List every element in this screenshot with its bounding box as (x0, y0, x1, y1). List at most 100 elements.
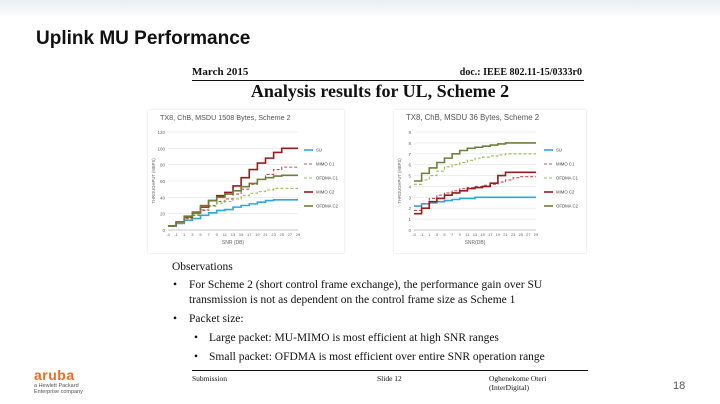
x-tick-label: 11 (223, 232, 228, 237)
y-tick-label: 120 (157, 130, 165, 135)
top-banner (0, 0, 720, 18)
slide-title: Uplink MU Performance (36, 28, 251, 49)
legend-label: MIMO C1 (316, 162, 335, 167)
x-tick-label: 15 (239, 232, 244, 237)
legend-label: MIMO C1 (556, 162, 575, 167)
legend-label: OFDMA C1 (316, 176, 339, 181)
y-tick-label: 2 (408, 206, 411, 211)
bullet-text: Packet size: (189, 313, 244, 325)
aruba-logo: aruba a Hewlett Packard Enterprise compa… (34, 368, 98, 400)
x-tick-label: 17 (247, 232, 252, 237)
x-tick-label: 27 (288, 232, 293, 237)
x-tick-label: 9 (459, 232, 462, 237)
y-tick-label: 6 (408, 163, 411, 168)
x-tick-label: -1 (420, 232, 424, 237)
x-tick-label: 27 (526, 232, 531, 237)
y-tick-label: 3 (408, 195, 411, 200)
legend-label: OFDMA C2 (556, 204, 579, 209)
chart-large-packet: TX8, ChB, MSDU 1508 Bytes, Scheme 2 0 20 40… (148, 110, 344, 253)
embedded-document-page: March 2015 doc.: IEEE 802.11-15/0333r0 A… (148, 63, 588, 363)
x-tick-label: 23 (271, 232, 276, 237)
footer-rule (192, 370, 588, 371)
bullet-icon: • (194, 351, 199, 363)
sub-bullet-item: • Small packet: OFDMA is most efficient o… (172, 350, 602, 365)
header-rule (192, 80, 584, 81)
bullet-icon: • (194, 332, 199, 344)
series-line-ofdma-c2 (168, 174, 298, 227)
bullet-item: • For Scheme 2 (short control frame excha… (172, 278, 602, 308)
sub-bullet-text: Large packet: MU-MIMO is most efficient … (209, 332, 499, 344)
x-tick-label: -3 (412, 232, 416, 237)
x-tick-label: -3 (166, 232, 170, 237)
bullet-item: • Packet size: (172, 312, 602, 327)
y-tick-label: 0 (162, 228, 165, 233)
y-tick-label: 5 (408, 174, 411, 179)
series-line-ofdma-c1 (168, 187, 298, 227)
legend-label: MIMO C2 (316, 190, 335, 195)
y-tick-label: 80 (160, 163, 166, 168)
bullet-text: For Scheme 2 (short control frame exchan… (189, 279, 543, 306)
y-tick-label: 4 (408, 184, 411, 189)
series-line-mimo-c2 (414, 171, 536, 215)
x-tick-label: 1 (183, 232, 186, 237)
legend-label: OFDMA C1 (556, 176, 579, 181)
x-tick-label: 19 (496, 232, 501, 237)
x-tick-label: 3 (191, 232, 194, 237)
x-tick-label: 29 (534, 232, 539, 237)
x-tick-label: 7 (208, 232, 211, 237)
logo-tagline-2: Enterprise company (34, 389, 83, 395)
y-tick-label: 60 (160, 179, 166, 184)
series-line-ofdma-c1 (414, 153, 536, 185)
y-axis-label: THROUGHPUT (MBPS) (397, 158, 402, 204)
series-line-su (168, 198, 298, 227)
logo-wordmark: aruba (34, 367, 75, 383)
y-axis-label: THROUGHPUT (MBPS) (151, 158, 156, 204)
sub-bullet-item: • Large packet: MU-MIMO is most efficient… (172, 331, 602, 346)
chart-small-packet-svg: TX8, ChB, MSDU 36 Bytes, Scheme 20123456… (397, 113, 579, 246)
bullet-icon: • (173, 313, 178, 325)
x-tick-label: -1 (174, 232, 178, 237)
x-tick-label: 23 (511, 232, 516, 237)
x-axis-label: SNR(DB) (465, 240, 486, 246)
x-tick-label: 15 (480, 232, 485, 237)
logo-tagline-1: a Hewlett Packard (34, 383, 79, 389)
x-tick-label: 21 (263, 232, 268, 237)
y-tick-label: 9 (408, 130, 411, 135)
y-tick-label: 100 (157, 146, 165, 151)
x-tick-label: 5 (443, 232, 446, 237)
y-tick-label: 7 (408, 152, 411, 157)
footer-submission: Submission (192, 374, 228, 383)
doc-id: doc.: IEEE 802.11-15/0333r0 (459, 67, 582, 78)
doc-footer: Submission Slide 12 Oghenekome Oteri (In… (192, 370, 588, 392)
chart-title: TX8, ChB, MSDU 36 Bytes, Scheme 2 (406, 113, 539, 122)
x-tick-label: 13 (231, 232, 236, 237)
x-tick-label: 13 (473, 232, 478, 237)
footer-slide-number: Slide 12 (377, 374, 402, 383)
doc-heading: Analysis results for UL, Scheme 2 (250, 81, 510, 101)
legend-label: MIMO C2 (556, 190, 575, 195)
legend-label: OFDMA C2 (316, 204, 339, 209)
y-tick-label: 20 (160, 212, 166, 217)
x-tick-label: 9 (216, 232, 219, 237)
footer-author: Oghenekome Oteri (InterDigital) (489, 374, 547, 392)
observations: Observations • For Scheme 2 (short contro… (172, 260, 602, 369)
legend-label: SU (556, 148, 562, 153)
x-tick-label: 7 (451, 232, 454, 237)
x-axis-label: SNR (DB) (222, 240, 245, 246)
chart-large-packet-svg: TX8, ChB, MSDU 1508 Bytes, Scheme 2 0 20 40… (151, 113, 339, 246)
x-tick-label: 19 (255, 232, 260, 237)
x-tick-label: 25 (280, 232, 285, 237)
y-tick-label: 40 (160, 195, 166, 200)
x-tick-label: 21 (503, 232, 508, 237)
chart-title: TX8, ChB, MSDU 1508 Bytes, Scheme 2 (160, 113, 291, 122)
x-tick-label: 17 (488, 232, 493, 237)
sub-bullet-text: Small packet: OFDMA is most efficient ov… (209, 351, 545, 363)
bullet-icon: • (173, 279, 178, 291)
y-tick-label: 1 (408, 217, 411, 222)
x-tick-label: 29 (296, 232, 301, 237)
series-line-mimo-c1 (414, 176, 536, 211)
x-tick-label: 3 (436, 232, 439, 237)
x-tick-label: 11 (465, 232, 470, 237)
doc-date: March 2015 (192, 66, 249, 78)
